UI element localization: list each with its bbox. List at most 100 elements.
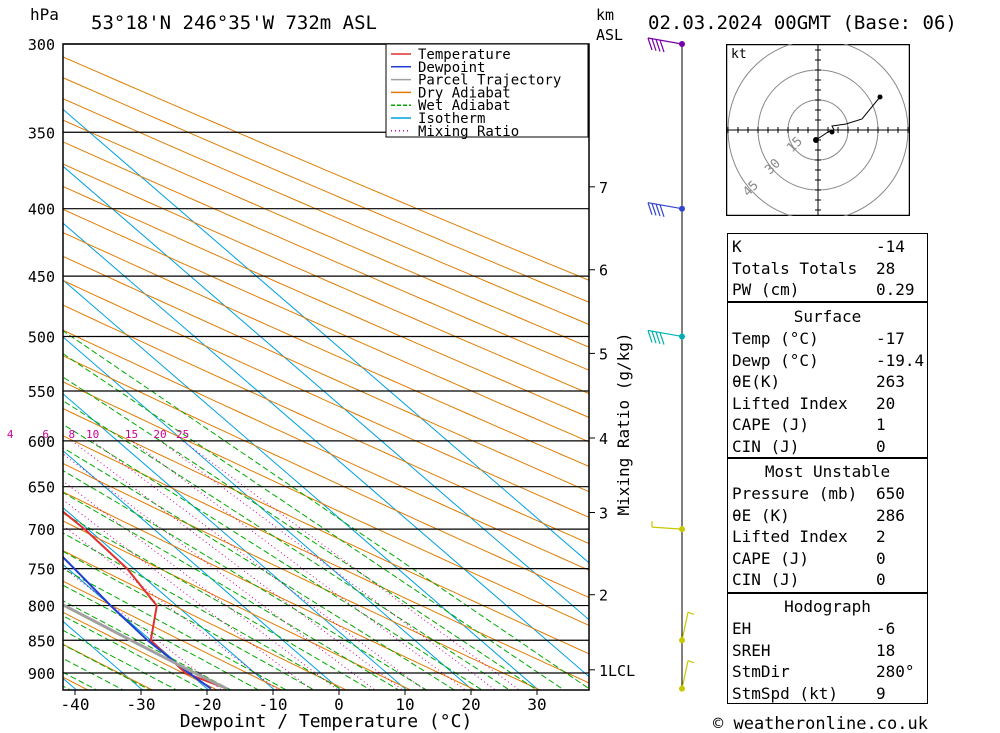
surface-row: Lifted Index 20 bbox=[732, 393, 923, 414]
most_unstable-row-value: 0 bbox=[876, 548, 886, 568]
mixing-ratio-label: 25 bbox=[176, 428, 189, 441]
x-tick-label: 30 bbox=[527, 695, 546, 714]
surface-row-label: θE(K) bbox=[732, 372, 781, 392]
pressure-axis: 300 350 400 450 500 550 600 650 700 750 800 850 900 bbox=[28, 36, 55, 683]
tt-value: 28 bbox=[876, 259, 896, 278]
dry-adiabat-line bbox=[63, 520, 412, 690]
km-tick-label: 1LCL bbox=[599, 662, 635, 680]
pressure-tick-label: 800 bbox=[28, 598, 55, 616]
wet-adiabat-line bbox=[63, 376, 538, 690]
wet-adiabat-line bbox=[63, 330, 589, 690]
dry-adiabat-line bbox=[63, 77, 589, 303]
km-tick-label: 3 bbox=[599, 505, 608, 523]
surface-row-value: 1 bbox=[876, 415, 886, 435]
dry-adiabat-line bbox=[0, 34, 27, 691]
legend-label: Mixing Ratio bbox=[418, 124, 519, 140]
dry-adiabat-line bbox=[63, 580, 283, 690]
km-tick-label: 5 bbox=[599, 345, 608, 363]
pressure-tick-label: 600 bbox=[28, 433, 55, 451]
indices-table: K -14 Totals Totals 28 PW (cm) 0.29 bbox=[727, 233, 928, 302]
mixing-ratio-label: 15 bbox=[125, 428, 138, 441]
dry-adiabat-line bbox=[63, 119, 589, 348]
dry-adiabat-lines bbox=[0, 34, 589, 691]
most_unstable-row-value: 650 bbox=[876, 484, 905, 503]
mixing-ratio-label: 10 bbox=[86, 428, 99, 441]
x-tick-label: -30 bbox=[127, 695, 156, 714]
dry-adiabat-line bbox=[63, 355, 589, 599]
sounding-series bbox=[63, 510, 228, 690]
dry-adiabat-line bbox=[63, 462, 542, 690]
mixing-ratio-label: 8 bbox=[69, 428, 76, 441]
hodograph_table-row-label: StmSpd (kt) bbox=[732, 683, 838, 703]
dry-adiabat-line bbox=[63, 435, 589, 684]
wet-adiabat-line bbox=[63, 657, 125, 690]
surface-row: Dewp (°C) -19.4 bbox=[732, 350, 924, 371]
hodograph_table-row-value: 18 bbox=[876, 640, 896, 660]
hodograph-panel: 15 30 45 kt bbox=[726, 44, 910, 216]
dry-adiabat-line bbox=[63, 163, 589, 395]
most_unstable-row-value: 2 bbox=[876, 527, 886, 547]
surface-row-label: CIN (J) bbox=[732, 437, 800, 456]
dry-adiabat-line bbox=[63, 141, 589, 371]
pressure-tick-label: 900 bbox=[28, 665, 55, 683]
most_unstable-row: Lifted Index 2 bbox=[732, 526, 923, 547]
dry-adiabat-line bbox=[63, 407, 589, 655]
most_unstable-row: θE (K) 286 bbox=[732, 505, 923, 526]
isotherm-line bbox=[63, 336, 474, 690]
wet-adiabat-line bbox=[63, 550, 316, 690]
pressure-tick-label: 450 bbox=[28, 268, 55, 286]
dry-adiabat-line bbox=[63, 304, 589, 545]
hodograph-trace bbox=[815, 96, 881, 141]
pressure-tick-label: 350 bbox=[28, 124, 55, 142]
wet-adiabat-line bbox=[63, 353, 565, 690]
wind-barb bbox=[647, 37, 683, 53]
most_unstable-row: CIN (J) 0 bbox=[732, 569, 923, 590]
most_unstable-row: CAPE (J) 0 bbox=[732, 548, 923, 569]
surface-row-value: 20 bbox=[876, 393, 896, 413]
x-tick-label: -40 bbox=[61, 695, 90, 714]
pressure-tick-label: 750 bbox=[28, 561, 55, 579]
x-tick-label: 10 bbox=[395, 695, 414, 714]
surface-row: CAPE (J) 1 bbox=[732, 414, 923, 435]
parcel-trajectory-line bbox=[63, 603, 228, 690]
dry-adiabat-line bbox=[63, 329, 589, 571]
hodograph-table-title: Hodograph bbox=[784, 597, 871, 616]
mixing-ratio-line bbox=[92, 440, 426, 690]
most_unstable-row-value: 0 bbox=[876, 570, 886, 590]
surface-row-value: 263 bbox=[876, 372, 905, 392]
hodograph_table-row: EH -6 bbox=[732, 618, 923, 639]
surface-row-value: -17 bbox=[876, 329, 905, 348]
most_unstable-row-label: Lifted Index bbox=[732, 527, 848, 547]
plot-frame bbox=[62, 43, 590, 691]
mixing-ratio-axis-label: Mixing Ratio (g/kg) bbox=[614, 332, 633, 515]
isotherm-line bbox=[63, 108, 589, 564]
surface-table: Surface Temp (°C) -17 Dewp (°C) -19.4 θE(K) 2… bbox=[727, 302, 928, 458]
mixing-ratio-line bbox=[63, 480, 339, 690]
temperature-line bbox=[63, 510, 228, 690]
wet-adiabat-line bbox=[63, 492, 400, 690]
wet-adiabat-line bbox=[63, 568, 288, 690]
surface-row-label: Dewp (°C) bbox=[732, 350, 819, 370]
x-tick-label: 0 bbox=[334, 695, 344, 714]
pressure-tick-label: 700 bbox=[28, 521, 55, 539]
hodograph-unit: kt bbox=[731, 47, 747, 62]
pw-value: 0.29 bbox=[876, 280, 915, 299]
km-tick-label: 4 bbox=[599, 430, 608, 448]
mixing-ratio-label: 20 bbox=[153, 428, 166, 441]
wet-adiabat-line bbox=[63, 470, 428, 690]
surface-row-label: Temp (°C) bbox=[732, 329, 819, 348]
x-axis-label: Dewpoint / Temperature (°C) bbox=[180, 711, 473, 732]
hodograph_table-row-label: SREH bbox=[732, 640, 771, 660]
mixing-ratio-lines bbox=[63, 440, 521, 690]
isotherm-line bbox=[63, 450, 342, 690]
isotherm-line bbox=[63, 279, 540, 690]
dry-adiabat-line bbox=[63, 255, 589, 493]
surface-row: Temp (°C) -17 bbox=[732, 328, 923, 349]
mixing-ratio-label: 6 bbox=[42, 428, 49, 441]
surface-row: θE(K) 263 bbox=[732, 371, 923, 392]
km-label: km bbox=[596, 6, 614, 24]
wet-adiabat-line bbox=[63, 629, 178, 690]
dry-adiabat-line bbox=[63, 611, 219, 690]
hodograph_table-row-value: -6 bbox=[876, 619, 896, 638]
